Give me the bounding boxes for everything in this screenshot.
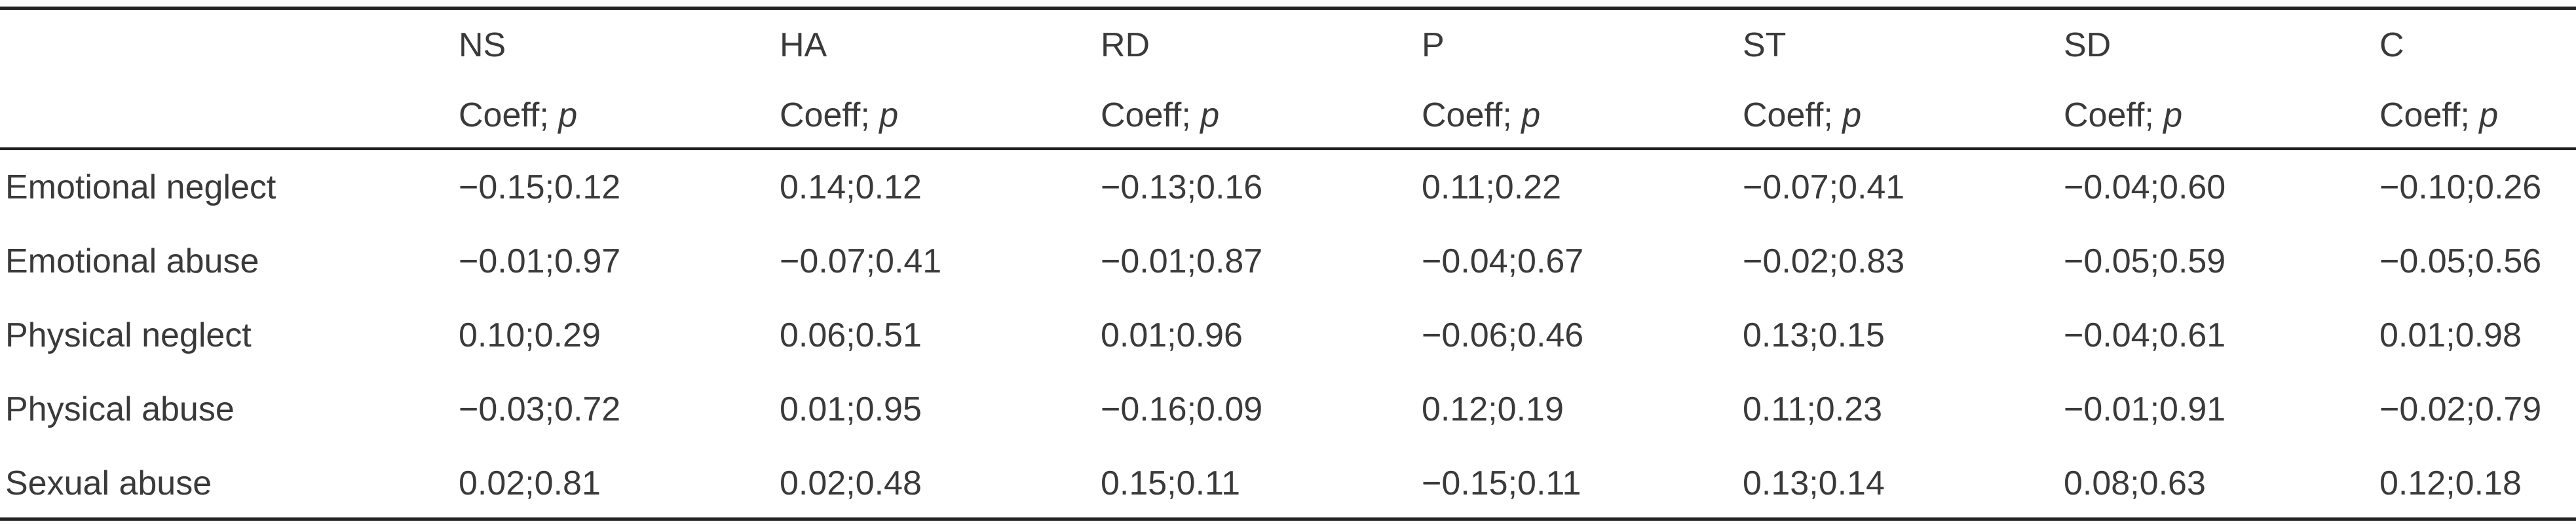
table-cell: 0.02;0.81 bbox=[459, 464, 601, 502]
table-cell: −0.05;0.59 bbox=[2064, 242, 2226, 280]
subheader-label: Coeff; bbox=[1743, 96, 1833, 134]
table-cell: 0.01;0.95 bbox=[780, 390, 922, 428]
row-label: Physical neglect bbox=[5, 316, 252, 354]
subheader-p: p bbox=[879, 96, 899, 134]
table-row: Emotional abuse −0.01;0.97 −0.07;0.41 −0… bbox=[0, 224, 2576, 298]
column-header-p: P bbox=[1422, 26, 1445, 64]
table-cell: −0.04;0.60 bbox=[2064, 168, 2226, 206]
row-label: Physical abuse bbox=[5, 390, 235, 428]
table-cell: −0.10;0.26 bbox=[2379, 168, 2542, 206]
table-cell: −0.02;0.79 bbox=[2379, 390, 2542, 428]
table-cell: 0.06;0.51 bbox=[780, 316, 922, 354]
subheader-row: Coeff; p Coeff; p Coeff; p Coeff; p Coef… bbox=[0, 81, 2576, 150]
table-cell: 0.13;0.14 bbox=[1743, 464, 1885, 502]
row-label: Emotional abuse bbox=[5, 242, 259, 280]
subheader-cell: Coeff; p bbox=[2064, 81, 2379, 150]
table-cell: 0.11;0.23 bbox=[1743, 390, 1883, 428]
table-row: Physical abuse −0.03;0.72 0.01;0.95 −0.1… bbox=[0, 372, 2576, 446]
subheader-cell: Coeff; p bbox=[780, 81, 1101, 150]
table-cell: −0.03;0.72 bbox=[459, 390, 621, 428]
subheader-label: Coeff; bbox=[2379, 96, 2470, 134]
subheader-cell: Coeff; p bbox=[1101, 81, 1422, 150]
subheader-cell: Coeff; p bbox=[1743, 81, 2064, 150]
table-cell: 0.12;0.19 bbox=[1422, 390, 1564, 428]
table-cell: −0.06;0.46 bbox=[1422, 316, 1584, 354]
column-header-ns: NS bbox=[459, 26, 506, 64]
table-cell: −0.15;0.12 bbox=[459, 168, 621, 206]
header-rule bbox=[0, 147, 2576, 150]
table-cell: 0.13;0.15 bbox=[1743, 316, 1885, 354]
table-cell: −0.07;0.41 bbox=[1743, 168, 1905, 206]
subheader-label: Coeff; bbox=[1422, 96, 1512, 134]
table-cell: −0.05;0.56 bbox=[2379, 242, 2542, 280]
header-empty bbox=[0, 10, 459, 81]
table-cell: −0.16;0.09 bbox=[1101, 390, 1263, 428]
subheader-empty bbox=[0, 81, 459, 150]
column-header-sd: SD bbox=[2064, 26, 2112, 64]
table-cell: −0.01;0.87 bbox=[1101, 242, 1263, 280]
bottom-rule bbox=[0, 517, 2576, 521]
table-cell: −0.01;0.97 bbox=[459, 242, 621, 280]
header-row: NS HA RD P ST SD C bbox=[0, 10, 2576, 81]
table-row: Physical neglect 0.10;0.29 0.06;0.51 0.0… bbox=[0, 298, 2576, 372]
subheader-label: Coeff; bbox=[2064, 96, 2154, 134]
subheader-p: p bbox=[1200, 96, 1220, 134]
table-cell: 0.10;0.29 bbox=[459, 316, 601, 354]
top-rule bbox=[0, 7, 2576, 10]
subheader-cell: Coeff; p bbox=[1422, 81, 1743, 150]
table-cell: 0.02;0.48 bbox=[780, 464, 922, 502]
table-cell: −0.15;0.11 bbox=[1422, 464, 1582, 502]
table-cell: 0.12;0.18 bbox=[2379, 464, 2522, 502]
column-header-rd: RD bbox=[1101, 26, 1150, 64]
table-cell: −0.04;0.61 bbox=[2064, 316, 2226, 354]
table-cell: −0.04;0.67 bbox=[1422, 242, 1584, 280]
column-header-c: C bbox=[2379, 26, 2404, 64]
row-label: Emotional neglect bbox=[5, 168, 276, 206]
row-label: Sexual abuse bbox=[5, 464, 212, 502]
table-cell: 0.11;0.22 bbox=[1422, 168, 1562, 206]
table-cell: −0.01;0.91 bbox=[2064, 390, 2226, 428]
table-cell: 0.14;0.12 bbox=[780, 168, 922, 206]
table-cell: 0.01;0.98 bbox=[2379, 316, 2522, 354]
table-cell: −0.07;0.41 bbox=[780, 242, 942, 280]
subheader-p: p bbox=[558, 96, 578, 134]
table-cell: −0.13;0.16 bbox=[1101, 168, 1263, 206]
subheader-label: Coeff; bbox=[780, 96, 870, 134]
column-header-ha: HA bbox=[780, 26, 827, 64]
subheader-cell: Coeff; p bbox=[459, 81, 780, 150]
subheader-cell: Coeff; p bbox=[2379, 81, 2576, 150]
table-row: Sexual abuse 0.02;0.81 0.02;0.48 0.15;0.… bbox=[0, 446, 2576, 520]
table-cell: −0.02;0.83 bbox=[1743, 242, 1905, 280]
column-header-st: ST bbox=[1743, 26, 1787, 64]
table-cell: 0.15;0.11 bbox=[1101, 464, 1241, 502]
subheader-label: Coeff; bbox=[1101, 96, 1191, 134]
coefficient-table: NS HA RD P ST SD C Coeff; p Coeff; p Coe… bbox=[0, 10, 2576, 520]
subheader-p: p bbox=[1842, 96, 1862, 134]
table-cell: 0.08;0.63 bbox=[2064, 464, 2206, 502]
subheader-p: p bbox=[2479, 96, 2499, 134]
table-cell: 0.01;0.96 bbox=[1101, 316, 1243, 354]
subheader-label: Coeff; bbox=[459, 96, 549, 134]
subheader-p: p bbox=[2163, 96, 2183, 134]
table-row: Emotional neglect −0.15;0.12 0.14;0.12 −… bbox=[0, 150, 2576, 224]
subheader-p: p bbox=[1521, 96, 1541, 134]
